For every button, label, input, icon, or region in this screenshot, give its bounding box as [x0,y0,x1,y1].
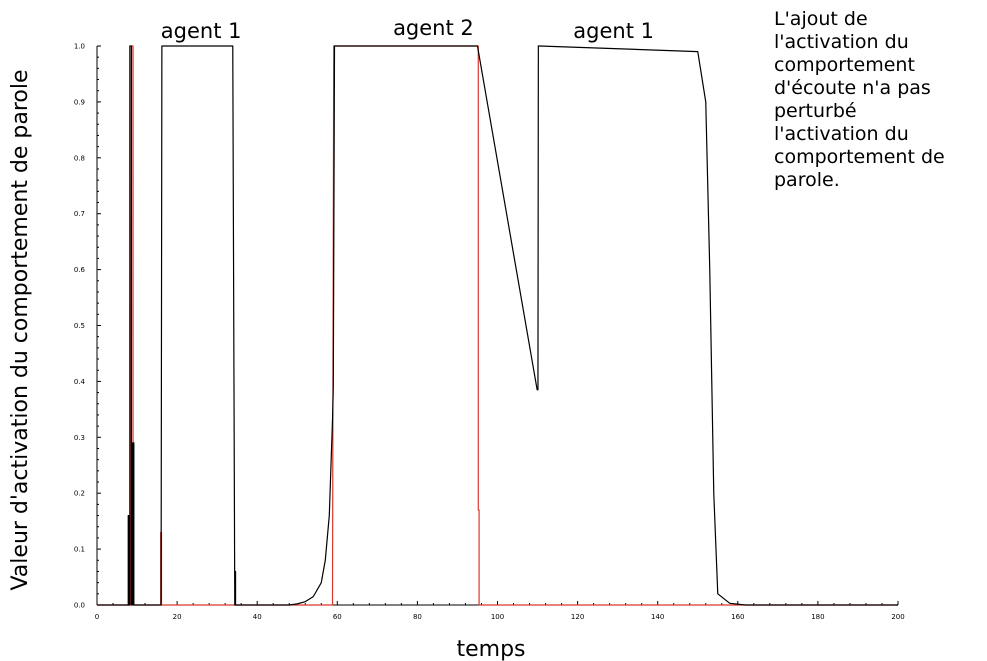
annotation-line: parole. [774,169,840,191]
annotation-line: l'activation du [774,123,909,145]
annotation-line: perturbé [774,100,857,122]
y-tick-label: 1.0 [74,43,85,51]
segment-label: agent 1 [161,19,242,43]
annotation-line: l'activation du [774,31,909,53]
x-tick-label: 100 [491,613,504,621]
y-tick-label: 0.3 [74,434,85,442]
x-axis-title: temps [456,637,525,661]
x-tick-label: 60 [333,613,342,621]
y-tick-label: 0.8 [74,154,85,162]
y-tick-label: 0.4 [74,378,86,386]
x-tick-label: 200 [891,613,904,621]
annotation-line: d'écoute n'a pas [774,77,931,99]
series-line-1 [97,45,898,606]
y-tick-label: 0.6 [74,266,86,274]
x-tick-label: 120 [571,613,584,621]
x-tick-label: 80 [413,613,422,621]
series-layer [97,45,898,606]
segment-label: agent 2 [393,16,474,40]
x-tick-label: 0 [95,613,99,621]
y-tick-label: 0.5 [74,322,85,330]
y-tick-label: 0.1 [74,546,85,554]
y-axis-title: Valeur d'activation du comportement de p… [8,69,33,590]
segment-label: agent 1 [573,19,654,43]
annotation-line: comportement de [774,146,945,168]
y-tick-label: 0.7 [74,210,85,218]
x-tick-label: 20 [173,613,182,621]
y-tick-label: 0.9 [74,98,85,106]
segment-labels: agent 1 agent 2 agent 1 [161,16,654,43]
x-axis-ticks: 0 20 40 60 80 100 120 140 160 180 200 [95,601,905,621]
y-tick-label: 0.0 [74,602,85,610]
x-tick-label: 180 [811,613,824,621]
x-tick-label: 140 [651,613,664,621]
annotation-line: comportement [774,54,915,76]
y-tick-label: 0.2 [74,490,85,498]
y-axis-ticks: 0.0 0.1 0.2 0.3 0.4 0.5 0.6 0.7 0.8 0.9 1.0 [74,43,101,610]
annotation-text: L'ajout de l'activation du comportement d'é… [774,8,986,192]
annotation-line: L'ajout de [774,8,868,30]
x-tick-label: 40 [253,613,262,621]
x-tick-label: 160 [731,613,744,621]
